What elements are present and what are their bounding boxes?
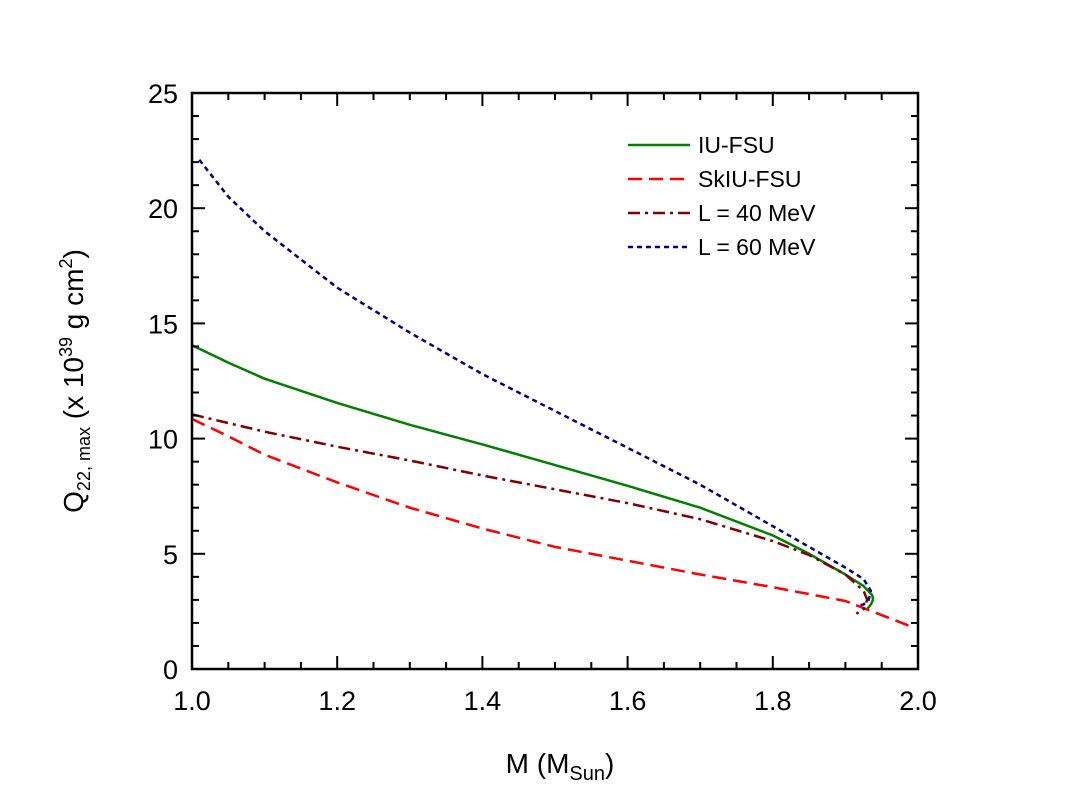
y-axis-label: Q22, max (x 1039 g cm2) — [56, 249, 94, 513]
x-tick-label: 1.0 — [173, 686, 211, 716]
plot-frame — [190, 91, 920, 671]
tick-labels: 1.0 1.2 1.4 1.6 1.8 2.0 0 5 10 15 20 25 — [148, 79, 937, 716]
y-tick-label: 25 — [148, 79, 178, 109]
y-tick-label: 0 — [163, 655, 178, 685]
legend-label-0: IU-FSU — [698, 132, 775, 158]
legend: IU-FSU SkIU-FSU L = 40 MeV L = 60 MeV — [628, 132, 816, 260]
legend-label-3: L = 60 MeV — [698, 234, 816, 260]
x-tick-label: 1.8 — [754, 686, 792, 716]
series-line-1 — [192, 417, 912, 628]
legend-label-2: L = 40 MeV — [698, 200, 816, 226]
x-tick-label: 1.2 — [318, 686, 356, 716]
x-tick-label: 1.6 — [609, 686, 647, 716]
y-tick-label: 10 — [148, 425, 178, 455]
x-tick-label: 2.0 — [899, 686, 937, 716]
series-line-2 — [192, 413, 869, 615]
plot-area — [192, 159, 912, 628]
x-axis-label: M (MSun) — [506, 748, 615, 785]
y-tick-label: 15 — [148, 309, 178, 339]
legend-label-1: SkIU-FSU — [698, 166, 802, 192]
x-tick-label: 1.4 — [464, 686, 502, 716]
y-tick-label: 5 — [163, 540, 178, 570]
y-tick-label: 20 — [148, 194, 178, 224]
series-line-0 — [192, 344, 875, 610]
